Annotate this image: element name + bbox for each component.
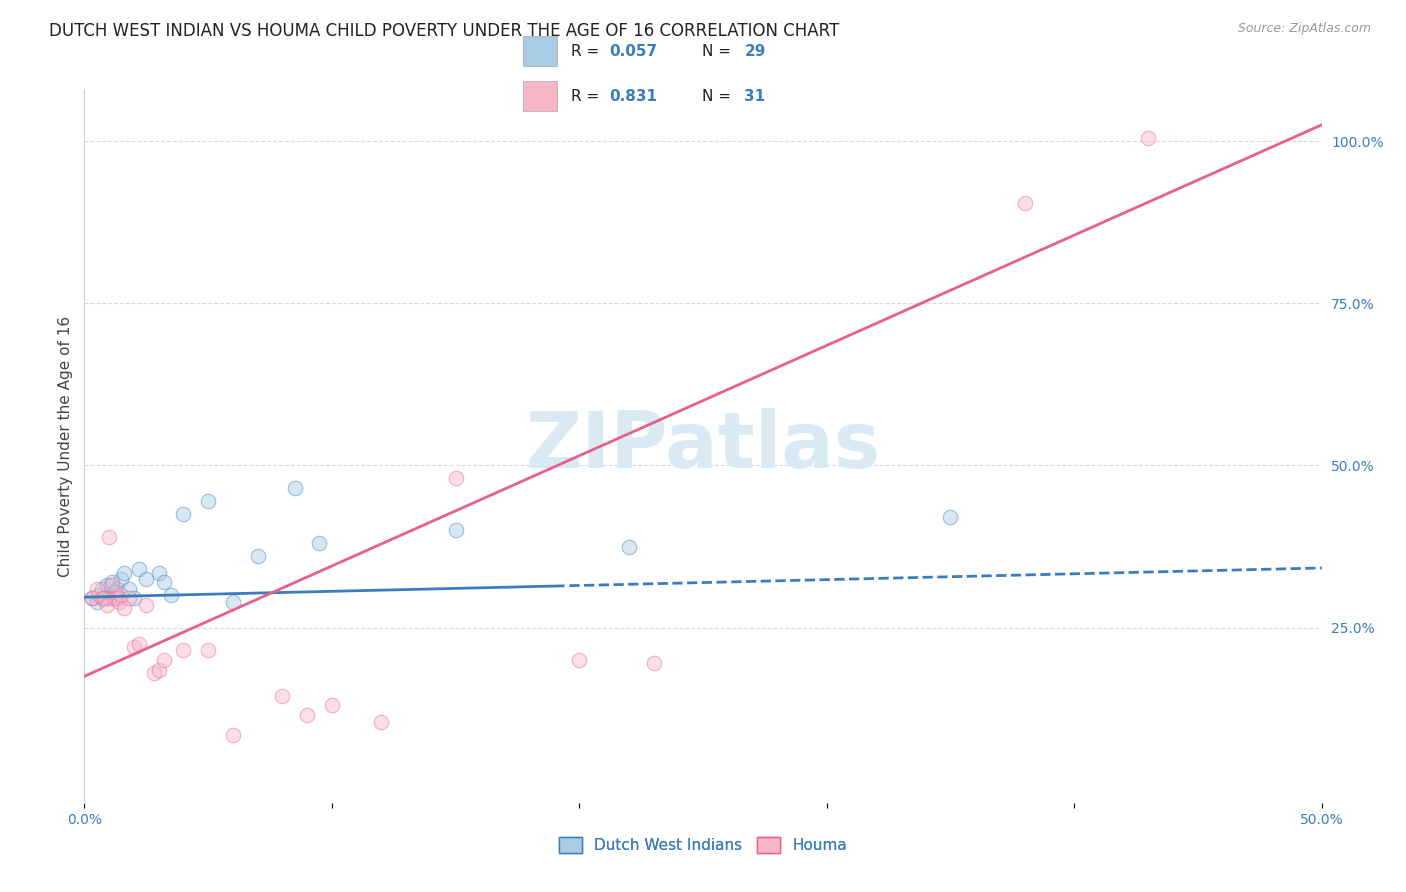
Point: [295, 708, 318, 723]
FancyBboxPatch shape: [523, 81, 557, 111]
Point: [80, 591, 103, 606]
Point: [93, 591, 115, 606]
Point: [93, 591, 115, 606]
Point: [96, 598, 118, 612]
Point: [284, 481, 307, 495]
Point: [128, 637, 150, 651]
FancyBboxPatch shape: [523, 36, 557, 66]
Point: [308, 536, 330, 550]
Point: [108, 595, 131, 609]
Point: [148, 663, 170, 677]
Text: ZIPatlas: ZIPatlas: [526, 408, 880, 484]
Point: [105, 582, 128, 596]
Legend: Dutch West Indians, Houma: Dutch West Indians, Houma: [553, 831, 853, 859]
Point: [98, 530, 121, 544]
Point: [86, 595, 108, 609]
Point: [152, 575, 174, 590]
Text: 0.057: 0.057: [609, 44, 658, 59]
Point: [643, 657, 665, 671]
Text: 29: 29: [744, 44, 766, 59]
Point: [568, 653, 591, 667]
Point: [617, 540, 640, 554]
Point: [271, 689, 294, 703]
Point: [110, 588, 132, 602]
Text: DUTCH WEST INDIAN VS HOUMA CHILD POVERTY UNDER THE AGE OF 16 CORRELATION CHART: DUTCH WEST INDIAN VS HOUMA CHILD POVERTY…: [49, 22, 839, 40]
Point: [89, 588, 111, 602]
Point: [98, 591, 121, 606]
Point: [160, 588, 183, 602]
Point: [96, 578, 118, 592]
Point: [90, 582, 112, 596]
Point: [135, 598, 157, 612]
Point: [152, 653, 174, 667]
Point: [118, 591, 141, 606]
Point: [142, 666, 165, 681]
Point: [197, 494, 219, 508]
Point: [444, 524, 467, 538]
Point: [90, 591, 112, 606]
Point: [148, 566, 170, 580]
Point: [80, 591, 103, 606]
Point: [370, 714, 392, 729]
Point: [135, 572, 157, 586]
Text: N =: N =: [702, 88, 735, 103]
Point: [222, 595, 245, 609]
Point: [105, 591, 128, 606]
Point: [246, 549, 269, 564]
Point: [103, 585, 125, 599]
Text: Source: ZipAtlas.com: Source: ZipAtlas.com: [1237, 22, 1371, 36]
Y-axis label: Child Poverty Under the Age of 16: Child Poverty Under the Age of 16: [58, 316, 73, 576]
Point: [100, 575, 122, 590]
Point: [86, 582, 108, 596]
Point: [939, 510, 962, 524]
Point: [122, 640, 145, 654]
Point: [103, 591, 125, 606]
Text: 0.831: 0.831: [609, 88, 658, 103]
Text: R =: R =: [571, 88, 603, 103]
Point: [172, 643, 194, 657]
Point: [122, 591, 145, 606]
Point: [112, 601, 135, 615]
Point: [100, 578, 122, 592]
Point: [321, 698, 343, 713]
Text: 31: 31: [744, 88, 765, 103]
Point: [1014, 195, 1036, 210]
Text: R =: R =: [571, 44, 603, 59]
Point: [444, 471, 467, 485]
Point: [108, 591, 131, 606]
Point: [1137, 131, 1160, 145]
Point: [172, 507, 194, 521]
Text: N =: N =: [702, 44, 735, 59]
Point: [222, 728, 245, 742]
Point: [128, 562, 150, 576]
Point: [118, 582, 141, 596]
Point: [197, 643, 219, 657]
Point: [112, 566, 135, 580]
Point: [110, 572, 132, 586]
